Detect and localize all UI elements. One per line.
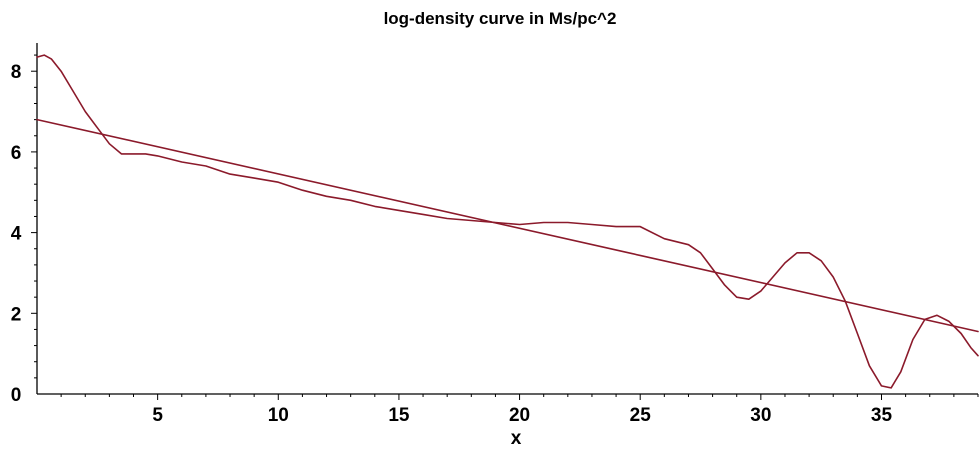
y-tick-label: 2 [11, 304, 22, 325]
x-tick-label: 10 [268, 405, 289, 426]
y-tick-label: 0 [11, 385, 22, 406]
y-tick-label: 8 [11, 62, 22, 83]
ticks [31, 54, 979, 400]
x-tick-label: 25 [630, 405, 652, 426]
x-tick-label: 30 [750, 405, 771, 426]
chart-title: log-density curve in Ms/pc^2 [384, 9, 617, 28]
y-tick-label: 6 [11, 143, 22, 164]
axes [36, 43, 978, 395]
x-tick-label: 20 [509, 405, 530, 426]
y-tick-label: 4 [11, 224, 22, 245]
x-tick-label: 5 [152, 405, 163, 426]
density-curve-line [36, 54, 979, 389]
tick-labels: 5 10 15 20 25 30 35 0 2 4 6 8 [11, 62, 893, 426]
x-axis-label: x [511, 428, 522, 449]
series-lines [36, 54, 979, 389]
linear-fit-line [36, 118, 979, 333]
x-tick-label: 15 [388, 405, 410, 426]
x-tick-label: 35 [871, 405, 893, 426]
